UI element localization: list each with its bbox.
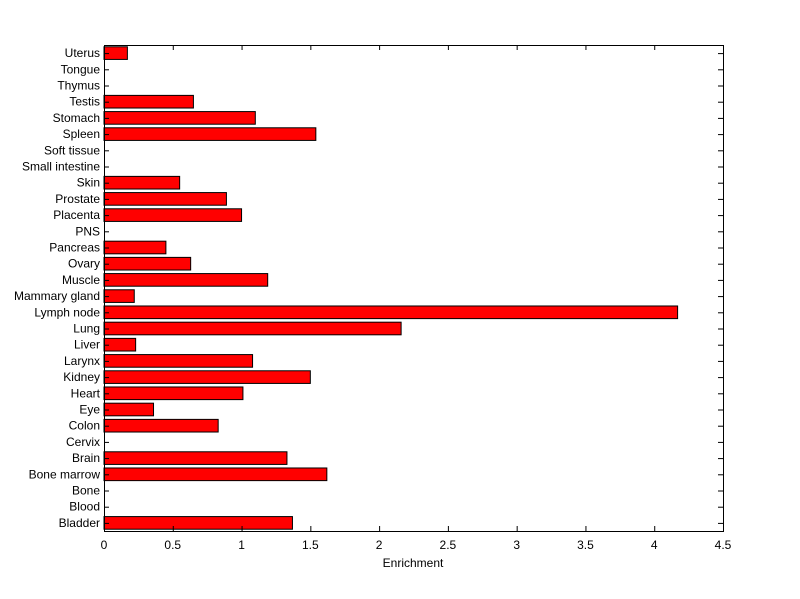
x-axis: 0 0.5 1 1.5 2 2.5 3 3.5 4 4.5 — [101, 45, 732, 552]
x-tick-label-1: 0.5 — [164, 538, 181, 552]
bar-brain — [103, 451, 288, 465]
bar-lymph-node — [103, 305, 679, 320]
bar-eye — [103, 402, 155, 417]
y-tick-label-brain: Brain — [72, 451, 100, 465]
x-tick-label-2: 1 — [238, 538, 245, 552]
y-tick-label-tongue: Tongue — [61, 62, 101, 76]
bar-bladder — [103, 516, 293, 530]
bar-prostate — [103, 192, 227, 206]
y-tick-label-cervix: Cervix — [66, 435, 100, 449]
y-tick-label-kidney: Kidney — [63, 370, 100, 384]
y-tick-label-liver: Liver — [74, 338, 100, 352]
bar-stomach — [103, 111, 256, 125]
y-tick-label-muscle: Muscle — [62, 273, 100, 287]
bar-lung — [103, 321, 402, 336]
bar-muscle — [103, 273, 269, 287]
x-tick-label-5: 2.5 — [440, 538, 457, 552]
y-tick-label-uterus: Uterus — [65, 46, 100, 60]
bar-placenta — [103, 208, 243, 222]
y-tick-label-pancreas: Pancreas — [49, 241, 100, 255]
x-tick-label-0: 0 — [101, 538, 108, 552]
x-tick-label-4: 2 — [376, 538, 383, 552]
bar-bone-marrow — [103, 467, 328, 482]
bar-kidney — [103, 370, 311, 384]
y-tick-label-colon: Colon — [69, 419, 100, 433]
x-tick-label-6: 3 — [513, 538, 520, 552]
x-tick-label-8: 4 — [651, 538, 658, 552]
y-tick-label-blood: Blood — [69, 500, 100, 514]
bars-group — [103, 46, 679, 530]
bar-testis — [103, 94, 194, 109]
plot-area-frame — [104, 45, 724, 532]
y-tick-label-pns: PNS — [75, 224, 100, 238]
y-tick-label-heart: Heart — [71, 386, 101, 400]
y-tick-label-larynx: Larynx — [64, 354, 100, 368]
y-tick-label-stomach: Stomach — [53, 111, 100, 125]
y-tick-label-bladder: Bladder — [59, 516, 100, 530]
y-tick-label-spleen: Spleen — [63, 127, 100, 141]
y-tick-label-thymus: Thymus — [57, 79, 100, 93]
x-tick-label-9: 4.5 — [715, 538, 732, 552]
y-tick-label-lung: Lung — [73, 322, 100, 336]
y-tick-label-lymph-node: Lymph node — [34, 305, 100, 319]
y-tick-label-soft-tissue: Soft tissue — [44, 143, 100, 157]
y-tick-label-prostate: Prostate — [55, 192, 100, 206]
y-tick-label-ovary: Ovary — [68, 257, 100, 271]
y-tick-label-mammary-gland: Mammary gland — [14, 289, 100, 303]
bar-skin — [103, 175, 181, 190]
y-tick-label-skin: Skin — [77, 176, 100, 190]
y-tick-label-small-intestine: Small intestine — [22, 160, 100, 174]
bar-colon — [103, 418, 219, 433]
x-axis-title: Enrichment — [383, 556, 444, 570]
y-tick-label-bone-marrow: Bone marrow — [29, 467, 101, 481]
bar-heart — [103, 386, 244, 401]
bar-larynx — [103, 354, 254, 368]
bar-spleen — [103, 127, 317, 141]
bar-pancreas — [103, 240, 167, 255]
x-tick-label-3: 1.5 — [302, 538, 319, 552]
y-tick-label-testis: Testis — [69, 95, 100, 109]
bar-ovary — [103, 256, 192, 271]
x-tick-label-7: 3.5 — [577, 538, 594, 552]
bar-liver — [103, 337, 137, 352]
y-axis: Bladder Blood Bone Bone marrow Brain Cervix Co… — [14, 46, 723, 530]
y-tick-label-bone: Bone — [72, 484, 100, 498]
y-tick-label-eye: Eye — [79, 403, 100, 417]
y-tick-label-placenta: Placenta — [53, 208, 100, 222]
